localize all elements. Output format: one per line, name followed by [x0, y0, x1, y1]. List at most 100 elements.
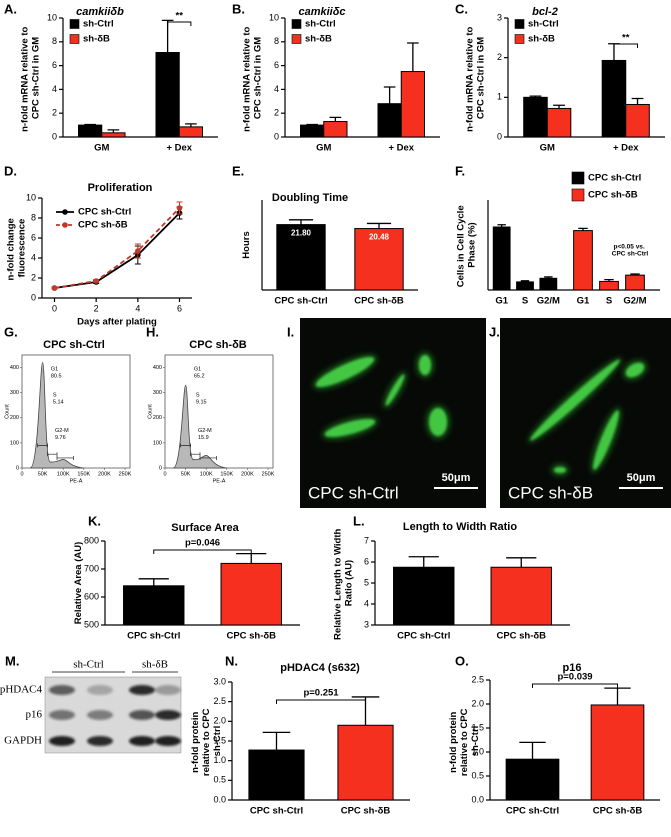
y-tick-label: 100 — [153, 440, 162, 446]
y-tick-label: 600 — [84, 591, 99, 601]
significance-label: p=0.046 — [185, 538, 220, 549]
panel-label: C. — [455, 1, 468, 16]
gate-value: 65.2 — [194, 373, 205, 379]
band — [87, 685, 113, 695]
y-tick-label: 1.0 — [471, 746, 484, 756]
legend-label: sh-δB — [528, 34, 555, 45]
panel-label: E. — [232, 163, 244, 178]
band — [155, 685, 181, 695]
y-axis-label: n-fold mRNA relative to CPC sh-Ctrl in G… — [464, 24, 486, 132]
significance-bracket — [167, 21, 192, 26]
y-tick-label: 0.5 — [471, 770, 484, 780]
x-tick-label: CPC sh-Ctrl — [506, 806, 559, 817]
y-axis-label: n-fold mRNA relative to CPC sh-Ctrl in G… — [241, 24, 263, 132]
gate-name: S — [53, 393, 57, 399]
y-axis-label: n-fold protein relative to CPC sh-Ctrl — [190, 706, 223, 776]
bar — [505, 758, 560, 801]
error-bar — [84, 123, 96, 126]
y-tick-label: 0 — [52, 131, 57, 141]
bar — [516, 281, 534, 291]
significance-bracket — [532, 683, 618, 688]
legend-swatch — [69, 34, 80, 44]
y-tick-label: 700 — [84, 563, 99, 573]
y-axis-label: n-fold mRNA relative to CPC sh-Ctrl in G… — [19, 24, 41, 132]
significance-bracket — [153, 549, 252, 554]
y-tick-label: 300 — [153, 390, 162, 396]
legend-swatch — [291, 19, 302, 29]
bar — [573, 230, 593, 291]
bar — [101, 132, 126, 138]
x-tick-label: + Dex — [388, 143, 414, 154]
band — [49, 736, 75, 746]
y-tick-label: 1 — [497, 92, 502, 102]
x-axis-label: PE-A — [70, 478, 83, 484]
panel-label: H. — [146, 324, 159, 339]
y-tick-label: 1.5 — [471, 722, 484, 732]
x-tick-label: CPC sh-Ctrl — [274, 296, 327, 307]
y-axis-label: Relative Area (AU) — [73, 542, 84, 625]
y-tick-label: 400 — [10, 365, 19, 371]
error-bar — [529, 95, 542, 98]
error-bar — [329, 116, 342, 122]
error-bar — [306, 123, 318, 126]
gate — [180, 443, 191, 448]
cell — [530, 359, 620, 441]
y-tick-label: 3 — [364, 619, 369, 629]
image-caption: CPC sh-δB — [508, 483, 593, 502]
cell — [625, 362, 645, 378]
cell — [324, 419, 376, 437]
y-tick-label: 0 — [31, 292, 36, 302]
panel-label: A. — [4, 1, 17, 16]
y-tick-label: 100 — [10, 440, 19, 446]
error-bar — [138, 578, 169, 586]
x-tick-label: S — [522, 296, 528, 307]
point — [176, 205, 183, 211]
significance-label: p=0.039 — [557, 672, 592, 683]
error-bar — [262, 731, 291, 751]
y-tick-label: 0 — [159, 465, 162, 471]
x-tick-label: 150K — [77, 471, 90, 477]
bar — [599, 280, 619, 291]
x-tick-label: GM — [94, 143, 109, 154]
error-bar — [407, 42, 419, 72]
gate-name: G2-M — [198, 428, 212, 434]
error-bar — [383, 86, 396, 104]
y-tick-label: 0 — [274, 131, 279, 141]
histogram-title: CPC sh-Ctrl — [43, 339, 105, 351]
bar — [400, 71, 425, 138]
x-tick-label: 0 — [20, 471, 23, 477]
legend-swatch — [571, 171, 585, 185]
cell — [315, 357, 375, 387]
x-tick-label: + Dex — [613, 143, 639, 154]
error-bar — [604, 279, 614, 282]
y-tick-label: 2 — [274, 108, 279, 118]
x-axis-label: PE-A — [213, 478, 226, 484]
band — [49, 685, 75, 695]
y-tick-label: 0.0 — [471, 794, 484, 804]
significance-label: ** — [176, 11, 184, 22]
band — [129, 710, 155, 720]
bar — [523, 96, 548, 138]
y-tick-label: 200 — [10, 415, 19, 421]
x-tick-label: 100K — [200, 471, 213, 477]
y-tick-label: 2.0 — [471, 698, 484, 708]
bar — [276, 224, 326, 291]
y-tick-label: 2.5 — [471, 674, 484, 684]
x-tick-label: 200K — [98, 471, 111, 477]
y-tick-label: 800 — [84, 535, 99, 545]
bar — [625, 274, 645, 291]
value-label: 20.48 — [369, 233, 390, 242]
line — [54, 212, 181, 289]
x-tick-label: GM — [540, 143, 555, 154]
legend-swatch — [69, 19, 80, 29]
bar — [377, 103, 402, 138]
x-tick-label: 150K — [220, 471, 233, 477]
point — [51, 285, 58, 291]
y-tick-label: 500 — [84, 619, 99, 629]
histogram — [29, 362, 84, 469]
x-tick-label: 0 — [163, 471, 166, 477]
blot-row: p16 — [26, 709, 43, 721]
panel-label: M. — [5, 653, 19, 668]
point — [93, 278, 99, 284]
y-tick-label: 10 — [47, 12, 57, 22]
